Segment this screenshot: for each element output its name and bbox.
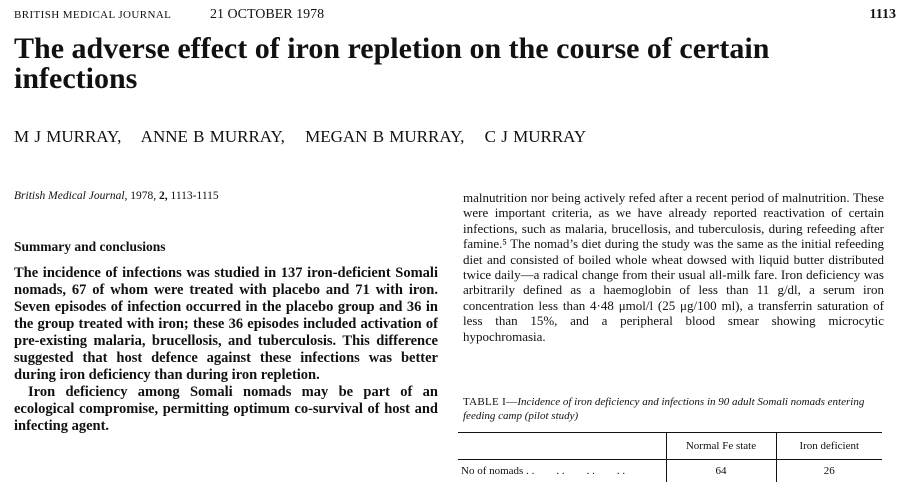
- summary-paragraph: The incidence of infections was studied …: [14, 265, 438, 383]
- author-name: ANNE B MURRAY,: [140, 127, 285, 146]
- page-number: 1113: [869, 7, 896, 22]
- citation-year: 1978,: [130, 190, 157, 202]
- issue-date: 21 OCTOBER 1978: [210, 7, 325, 22]
- table-caption: TABLE I—Incidence of iron deficiency and…: [463, 395, 884, 423]
- summary-heading: Summary and conclusions: [14, 239, 166, 254]
- table-header-row: Normal Fe state Iron deficient: [458, 433, 882, 460]
- table-cell: 64: [665, 459, 776, 482]
- table-cell: 26: [775, 459, 882, 482]
- table-row: No of nomads . . . . . . . . 64 26: [458, 459, 882, 482]
- citation: British Medical Journal, 1978, 2, 1113-1…: [14, 190, 219, 202]
- author-list: M J MURRAY, ANNE B MURRAY, MEGAN B MURRA…: [14, 127, 601, 147]
- journal-name: BRITISH MEDICAL JOURNAL: [14, 9, 172, 21]
- table-header-cell: [458, 433, 666, 460]
- table-header-cell: Iron deficient: [775, 433, 882, 460]
- citation-pages: 1113-1115: [170, 190, 219, 202]
- citation-volume: 2,: [159, 190, 168, 202]
- citation-journal: British Medical Journal,: [14, 190, 128, 202]
- summary-paragraph: Iron deficiency among Somali nomads may …: [14, 384, 438, 434]
- data-table: Normal Fe state Iron deficient No of nom…: [458, 432, 882, 482]
- article-title: The adverse effect of iron repletion on …: [14, 32, 770, 95]
- table-header-cell: Normal Fe state: [665, 433, 776, 460]
- author-name: MEGAN B MURRAY,: [305, 127, 465, 146]
- author-name: M J MURRAY,: [14, 127, 122, 146]
- body-paragraph: malnutrition nor being actively refed af…: [463, 190, 884, 344]
- summary-text: The incidence of infections was studied …: [14, 265, 438, 435]
- table-caption-number: TABLE I—: [463, 396, 518, 408]
- author-name: C J MURRAY: [484, 127, 587, 146]
- table-caption-text: Incidence of iron deficiency and infecti…: [463, 396, 865, 422]
- row-label: No of nomads . . . . . . . .: [458, 459, 666, 482]
